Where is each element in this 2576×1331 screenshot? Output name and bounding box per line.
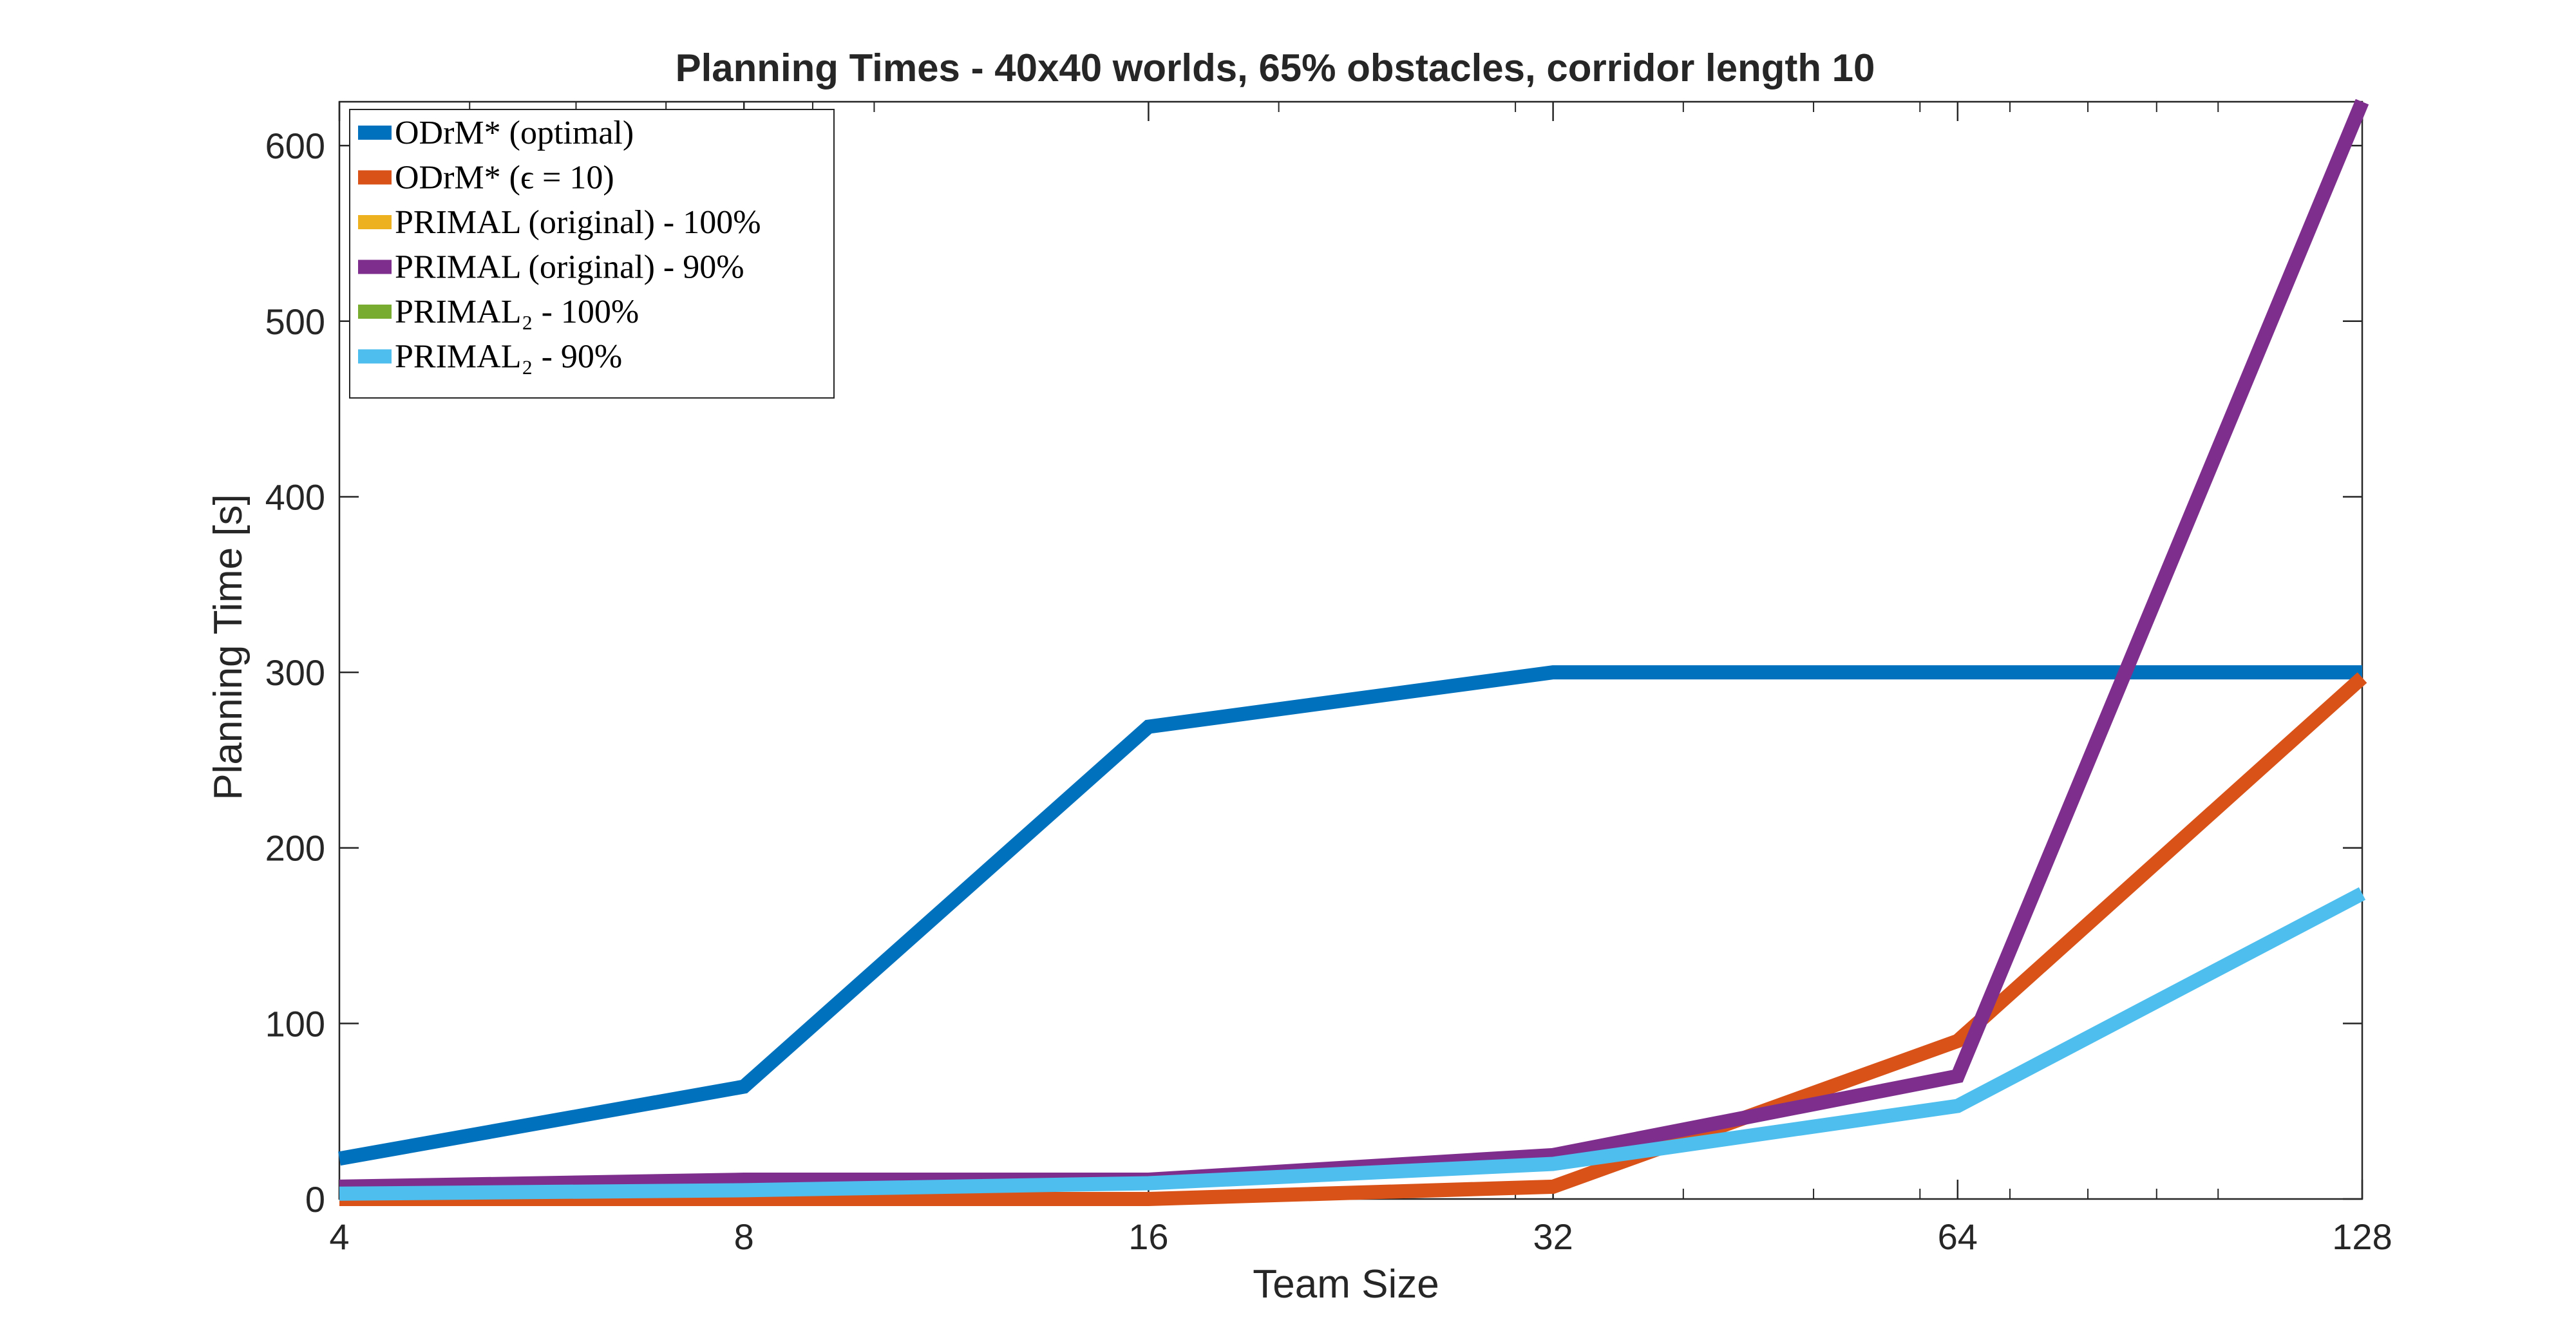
legend-label: ODrM* (optimal): [395, 115, 634, 151]
series-line-0: [338, 665, 2362, 1166]
plot-area: 0 100 200 300 400 500 600 4 8 16 32 64 128: [265, 99, 2392, 1257]
y-tick-label: 600: [265, 126, 325, 166]
legend-box: [349, 109, 835, 399]
x-tick-label: 32: [1533, 1216, 1573, 1257]
x-tick-label: 16: [1128, 1216, 1168, 1257]
y-tick-label: 200: [265, 828, 325, 869]
chart-title: Planning Times - 40x40 worlds, 65% obsta…: [676, 46, 1875, 90]
x-tick-label: 4: [329, 1216, 349, 1257]
y-tick-label: 0: [305, 1179, 325, 1220]
legend-label: PRIMAL₂ - 100%: [395, 294, 639, 330]
series-line-1: [339, 672, 2367, 1206]
legend-label: PRIMAL (original) - 90%: [395, 249, 744, 286]
legend-label: PRIMAL₂ - 90%: [395, 339, 622, 375]
series-line-5: [339, 887, 2366, 1201]
y-axis-label: Planning Time [s]: [206, 494, 251, 800]
x-tick-label: 128: [2332, 1216, 2392, 1257]
y-tick-label: 100: [265, 1003, 325, 1044]
x-tick-label: 64: [1938, 1216, 1978, 1257]
legend: ODrM* (optimal) ODrM* (ϵ = 10) PRIMAL (ori…: [349, 109, 835, 399]
legend-label: ODrM* (ϵ = 10): [395, 160, 614, 196]
y-tick-label: 300: [265, 652, 325, 693]
x-axis-label: Team Size: [1253, 1262, 1439, 1307]
x-tick-label: 8: [734, 1216, 754, 1257]
legend-label: PRIMAL (original) - 100%: [395, 204, 761, 241]
y-tick-label: 500: [265, 301, 325, 342]
y-tick-label: 400: [265, 477, 325, 517]
